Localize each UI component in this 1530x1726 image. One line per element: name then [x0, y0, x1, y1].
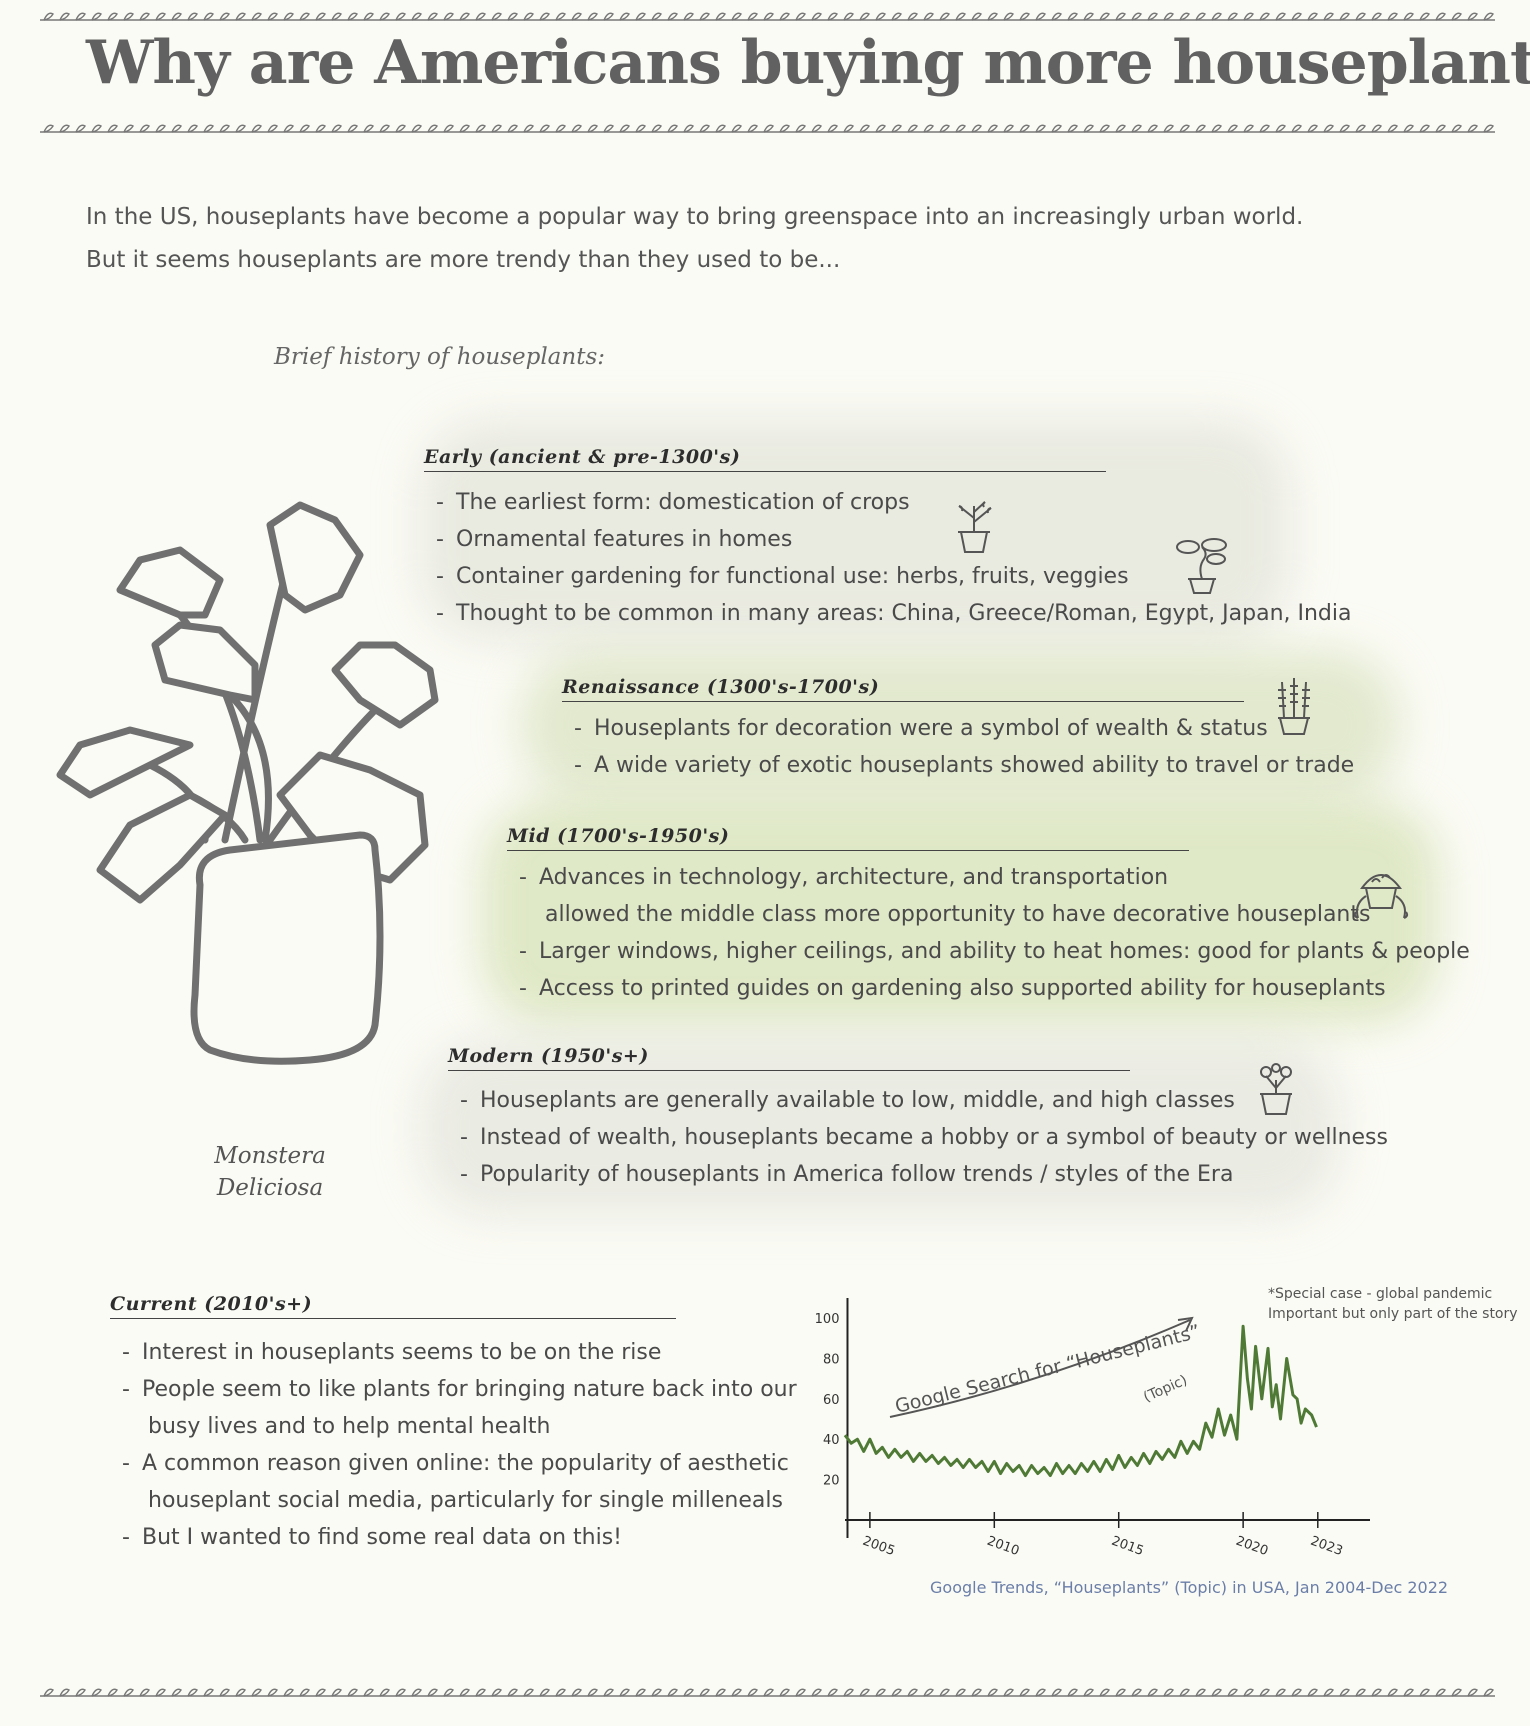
chart-axes [845, 1298, 1370, 1538]
y-tick-label: 60 [823, 1393, 840, 1408]
intro-line-2: But it seems houseplants are more trendy… [86, 247, 841, 273]
era-modern-heading: Modern (1950's+) [448, 1045, 1130, 1071]
intro-line-1: In the US, houseplants have become a pop… [86, 204, 1304, 230]
era-modern-period: (1950's+) [541, 1045, 649, 1067]
glow-early [420, 420, 1290, 640]
list-item: - Container gardening for functional use:… [436, 564, 1129, 589]
list-item: - Instead of wealth, houseplants became a… [460, 1125, 1388, 1150]
trend-line [843, 1324, 1318, 1478]
potted-flower-icon [1254, 1060, 1298, 1120]
vine-border-title [40, 122, 1495, 138]
title-arrowhead [1177, 1316, 1194, 1332]
era-current-list: - Interest in houseplants seems to be on … [122, 1334, 797, 1556]
era-mid-name: Mid [507, 825, 551, 847]
era-modern-list: - Houseplants are generally available to … [460, 1082, 1388, 1193]
era-mid-list: - Advances in technology, architecture, a… [519, 859, 1470, 1007]
chart-source: Google Trends, “Houseplants” (Topic) in … [930, 1578, 1449, 1597]
y-tick-label: 80 [823, 1352, 840, 1367]
era-mid-heading: Mid (1700's-1950's) [507, 825, 1189, 851]
list-item: - Interest in houseplants seems to be on … [122, 1340, 662, 1365]
era-renaissance-heading: Renaissance (1300's-1700's) [562, 676, 1244, 702]
list-item: - Houseplants are generally available to … [460, 1088, 1235, 1113]
era-mid-period: (1700's-1950's) [557, 825, 730, 847]
vine-border-top [40, 10, 1495, 26]
potted-lavender-icon [1272, 676, 1316, 740]
chart-note: *Special case - global pandemic Importan… [1268, 1284, 1518, 1324]
list-item: busy lives and to help mental health [148, 1414, 551, 1439]
era-early-name: Early [424, 446, 482, 468]
era-renaissance-period: (1300's-1700's) [707, 676, 880, 698]
hanging-plant-icon [1352, 868, 1410, 928]
era-current-heading: Current (2010's+) [110, 1293, 676, 1319]
plant-caption-line-2: Deliciosa [216, 1175, 324, 1201]
trend-chart: Google Search for “Houseplants” (Topic) … [815, 1298, 1370, 1559]
era-renaissance-list: - Houseplants for decoration were a symbo… [574, 710, 1354, 784]
era-early-list: - The earliest form: domestication of cro… [436, 484, 1352, 632]
list-item: - Access to printed guides on gardening a… [519, 976, 1386, 1001]
title-arc [889, 1319, 1191, 1418]
history-heading: Brief history of houseplants: [274, 344, 606, 370]
list-item: -A wide variety of exotic houseplants sh… [574, 753, 1355, 778]
chart-ticks: 100 80 60 40 20 2005 2010 2015 2020 2023 [815, 1312, 1345, 1559]
chart-note-line-2: Important but only part of the story [1268, 1306, 1518, 1322]
list-item: - Popularity of houseplants in America fo… [460, 1162, 1234, 1187]
era-early-period: (ancient & pre-1300's) [488, 446, 741, 468]
era-modern-name: Modern [448, 1045, 534, 1067]
plant-caption: Monstera Deliciosa [190, 1140, 350, 1204]
x-tick-label: 2023 [1308, 1534, 1344, 1559]
plant-caption-line-1: Monstera [214, 1143, 326, 1169]
list-item: - Ornamental features in homes [436, 527, 793, 552]
bonsai-icon [1172, 535, 1232, 599]
x-tick-label: 2015 [1109, 1534, 1145, 1559]
list-item: - But I wanted to find some real data on … [122, 1525, 622, 1550]
glow-modern [420, 1040, 1340, 1215]
list-item: allowed the middle class more opportunit… [545, 902, 1371, 927]
list-item: houseplant social media, particularly fo… [148, 1488, 783, 1513]
potted-herb-icon [945, 498, 1003, 560]
chart-note-line-1: *Special case - global pandemic [1268, 1286, 1493, 1302]
y-tick-label: 20 [823, 1474, 840, 1489]
glow-renaissance [520, 650, 1400, 800]
glow-mid [480, 800, 1440, 1025]
chart-subtitle: (Topic) [1141, 1372, 1190, 1405]
list-item: - Larger windows, higher ceilings, and ab… [519, 939, 1470, 964]
list-item: - Houseplants for decoration were a symbo… [574, 716, 1268, 741]
monstera-illustration [30, 495, 480, 1135]
page-title: Why are Americans buying more houseplant… [86, 28, 1530, 98]
era-current-period: (2010's+) [204, 1293, 313, 1315]
x-tick-label: 2005 [861, 1534, 897, 1559]
list-item: - Thought to be common in many areas: Chi… [436, 601, 1352, 626]
y-tick-label: 40 [823, 1433, 840, 1448]
chart-title: Google Search for “Houseplants” [893, 1321, 1203, 1418]
vine-border-bottom [40, 1686, 1495, 1702]
list-item: - People seem to like plants for bringing… [122, 1377, 797, 1402]
x-tick-label: 2020 [1234, 1534, 1270, 1559]
x-tick-label: 2010 [985, 1534, 1021, 1559]
list-item: - Advances in technology, architecture, a… [519, 865, 1169, 890]
era-current-name: Current [110, 1293, 198, 1315]
list-item: - The earliest form: domestication of cro… [436, 490, 910, 515]
era-renaissance-name: Renaissance [562, 676, 700, 698]
y-tick-label: 100 [815, 1312, 840, 1327]
era-early-heading: Early (ancient & pre-1300's) [424, 446, 1106, 472]
list-item: -A common reason given online: the popul… [122, 1451, 789, 1476]
